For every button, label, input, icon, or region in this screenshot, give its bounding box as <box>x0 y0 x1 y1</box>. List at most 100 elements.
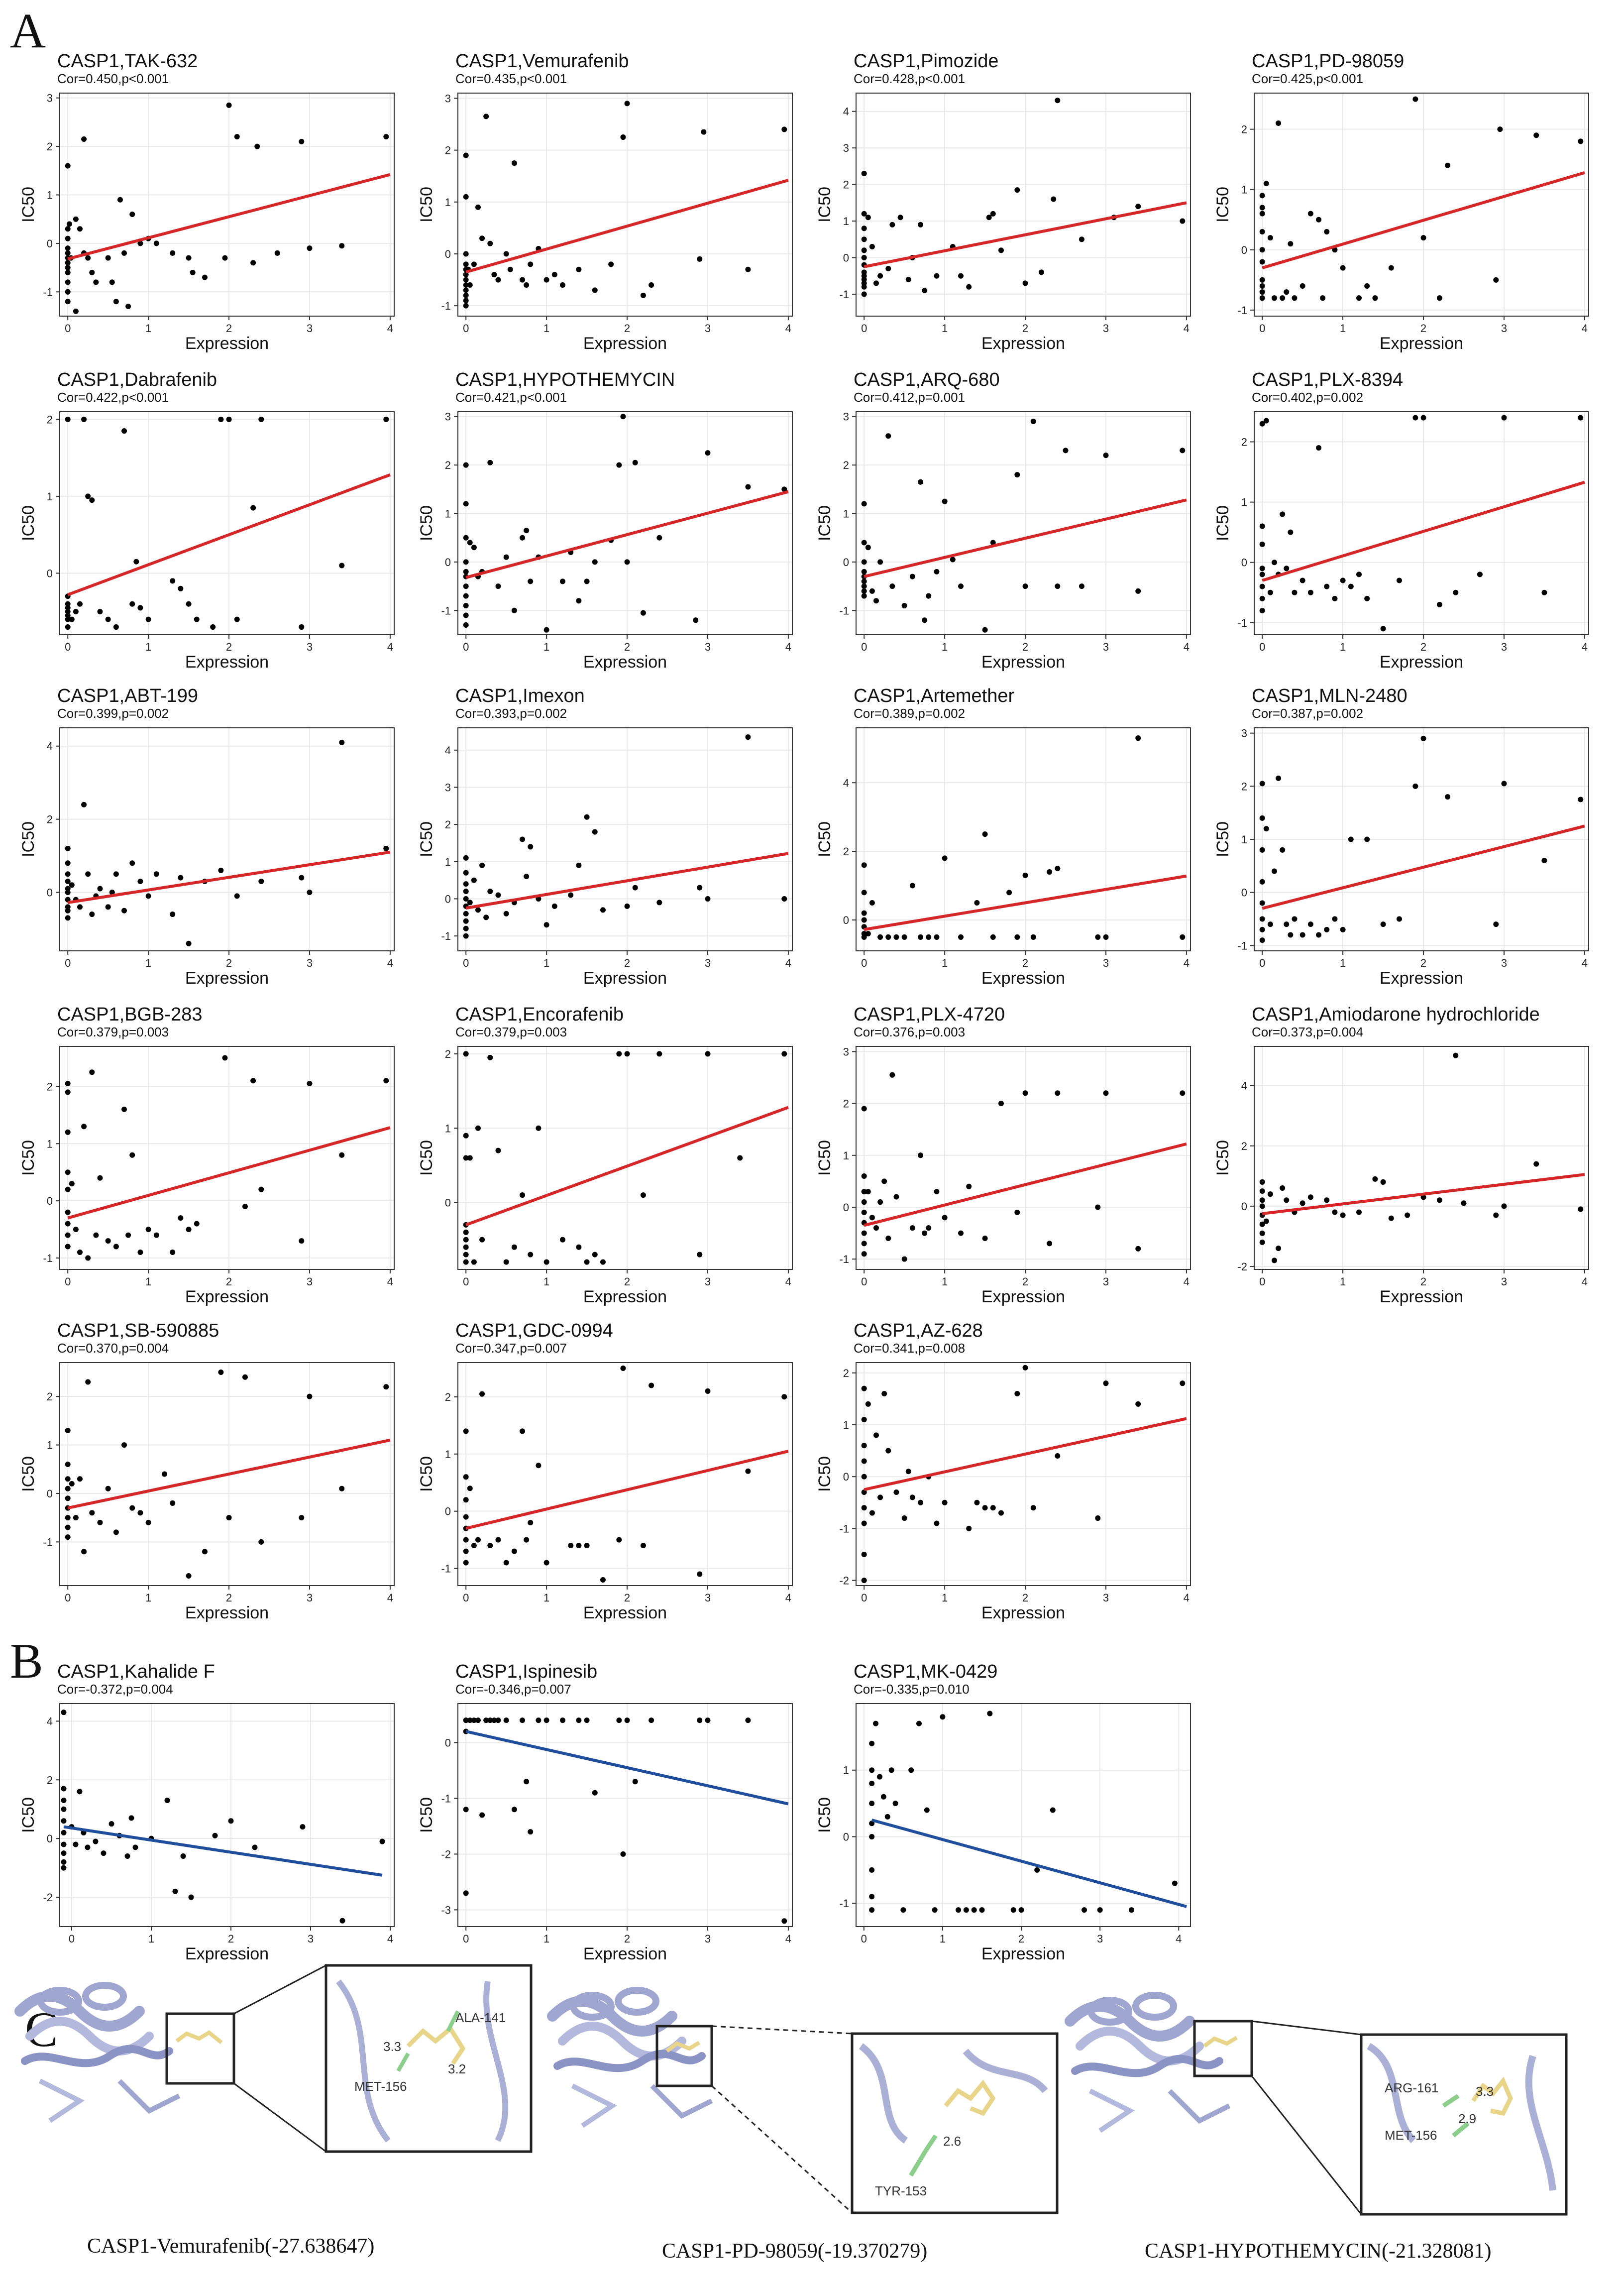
data-point <box>982 627 988 633</box>
y-tick-label: 3 <box>843 142 849 154</box>
data-point <box>861 588 867 594</box>
x-tick-label: 0 <box>65 1275 71 1288</box>
data-point <box>1324 926 1330 932</box>
data-point <box>1356 1209 1362 1215</box>
x-tick-label: 3 <box>705 322 711 335</box>
data-point <box>942 1499 948 1505</box>
plot-title: CASP1,ABT-199 <box>57 686 198 706</box>
data-point <box>926 934 932 940</box>
data-point <box>1263 181 1269 187</box>
data-point <box>869 1821 875 1827</box>
x-tick-label: 4 <box>785 641 791 653</box>
x-tick-label: 4 <box>785 1275 791 1288</box>
y-tick-label: 1 <box>843 1419 849 1431</box>
data-point <box>701 129 707 135</box>
data-point <box>511 1244 517 1250</box>
data-point <box>950 557 956 563</box>
data-point <box>901 934 907 940</box>
data-point <box>81 1124 87 1130</box>
data-point <box>1263 826 1269 832</box>
x-axis-title: Expression <box>1380 334 1463 353</box>
data-point <box>624 903 630 909</box>
data-point <box>85 1379 91 1385</box>
data-point <box>65 1427 71 1433</box>
data-point <box>1259 1240 1265 1246</box>
data-point <box>560 1717 566 1723</box>
data-point <box>1180 934 1186 940</box>
data-point <box>584 1717 590 1723</box>
data-point <box>1014 1391 1020 1397</box>
data-point <box>909 1494 915 1500</box>
data-point <box>861 226 867 231</box>
plot-correlation: Cor=0.376,p=0.003 <box>854 1025 965 1039</box>
data-point <box>1259 815 1265 821</box>
data-point <box>190 269 196 275</box>
data-point <box>528 1520 534 1526</box>
data-point <box>483 1717 489 1723</box>
x-tick-label: 2 <box>624 322 630 335</box>
residue-label: ALA-141 <box>455 2010 506 2025</box>
y-tick-label: 1 <box>47 1439 53 1452</box>
data-point <box>1340 577 1346 583</box>
x-axis-title: Expression <box>583 1287 667 1306</box>
data-point <box>65 612 71 618</box>
data-point <box>1055 1090 1061 1096</box>
data-point <box>1445 162 1451 168</box>
data-point <box>299 1238 305 1244</box>
x-tick-label: 0 <box>1259 641 1265 653</box>
data-point <box>113 1529 119 1535</box>
data-point <box>97 886 103 892</box>
y-tick-label: 0 <box>445 893 451 905</box>
data-point <box>65 163 71 169</box>
data-point <box>861 291 867 297</box>
data-point <box>467 1155 473 1161</box>
data-point <box>576 1717 582 1723</box>
data-point <box>918 934 924 940</box>
x-tick-label: 2 <box>226 1592 232 1604</box>
residue-label: TYR-153 <box>875 2183 927 2198</box>
y-tick-label: 2 <box>1241 123 1247 136</box>
y-tick-label: 2 <box>843 845 849 858</box>
data-point <box>507 266 513 272</box>
data-point <box>1280 847 1286 853</box>
data-point <box>113 1244 119 1250</box>
plot-correlation: Cor=0.422,p<0.001 <box>57 390 169 405</box>
plot-title: CASP1,PD-98059 <box>1252 51 1404 72</box>
y-tick-label: 0 <box>1241 244 1247 256</box>
plot-title: CASP1,TAK-632 <box>57 51 198 72</box>
data-point <box>1259 583 1265 589</box>
data-point <box>93 1838 99 1844</box>
data-point <box>934 273 940 279</box>
data-point <box>467 1486 473 1491</box>
x-tick-label: 2 <box>1420 641 1426 653</box>
data-point <box>113 624 119 630</box>
y-tick-label: 2 <box>47 1390 53 1403</box>
regression-line <box>465 490 789 579</box>
data-point <box>299 624 305 630</box>
data-point <box>250 260 256 266</box>
x-tick-label: 2 <box>624 1933 630 1945</box>
data-point <box>252 1844 258 1850</box>
y-tick-label: -1 <box>839 1253 849 1265</box>
inset-ligand-1 <box>406 2025 466 2065</box>
data-point <box>1259 211 1265 217</box>
y-axis-title: IC50 <box>1213 187 1232 223</box>
data-point <box>61 1829 67 1835</box>
data-point <box>1135 204 1141 210</box>
x-tick-label: 4 <box>785 1933 791 1945</box>
data-point <box>592 829 598 835</box>
zoom-line-2a <box>711 2025 853 2035</box>
data-point <box>861 583 867 589</box>
data-point <box>1316 932 1322 938</box>
data-point <box>69 616 75 622</box>
data-point <box>463 918 469 924</box>
data-point <box>869 1780 875 1786</box>
data-point <box>121 908 127 914</box>
data-point <box>463 535 469 541</box>
x-axis-title: Expression <box>981 1287 1065 1306</box>
data-point <box>877 1199 883 1205</box>
x-tick-label: 0 <box>861 322 867 335</box>
